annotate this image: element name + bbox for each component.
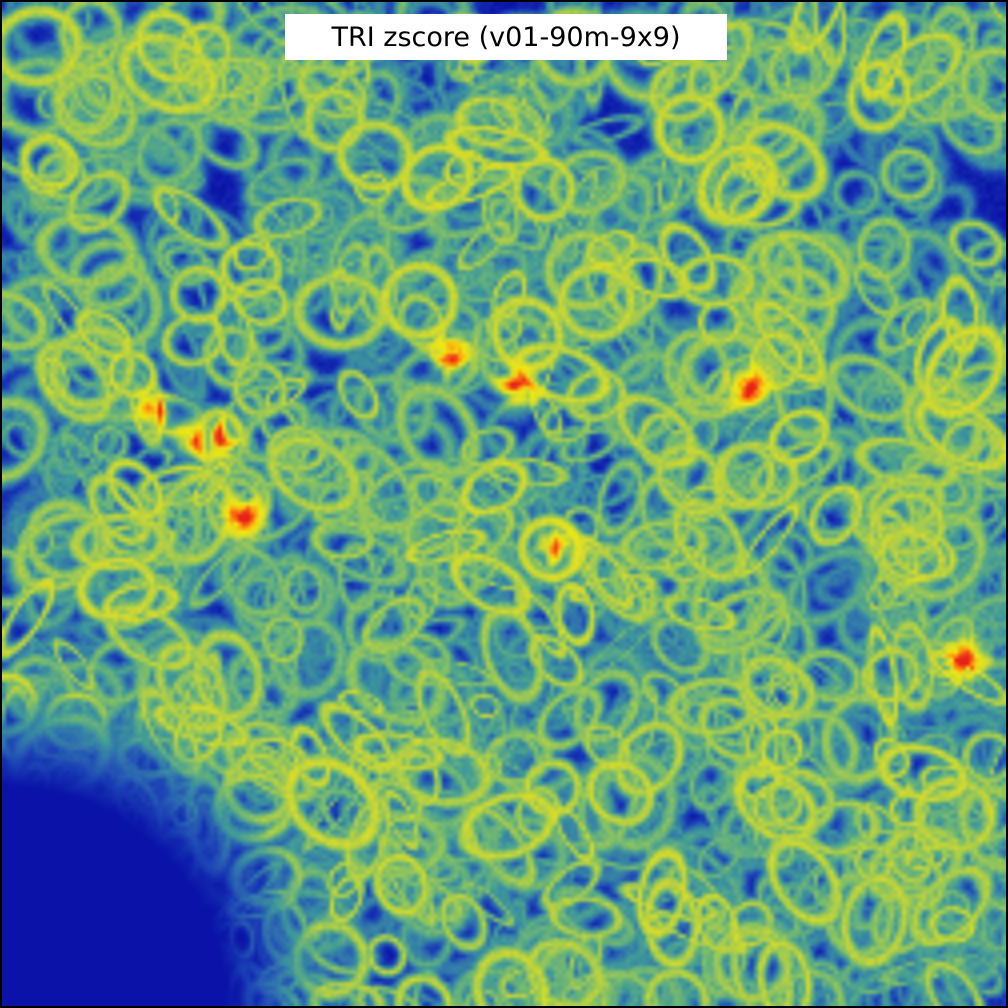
image-title: TRI zscore (v01-90m-9x9) bbox=[331, 21, 681, 53]
title-box: TRI zscore (v01-90m-9x9) bbox=[285, 14, 727, 60]
